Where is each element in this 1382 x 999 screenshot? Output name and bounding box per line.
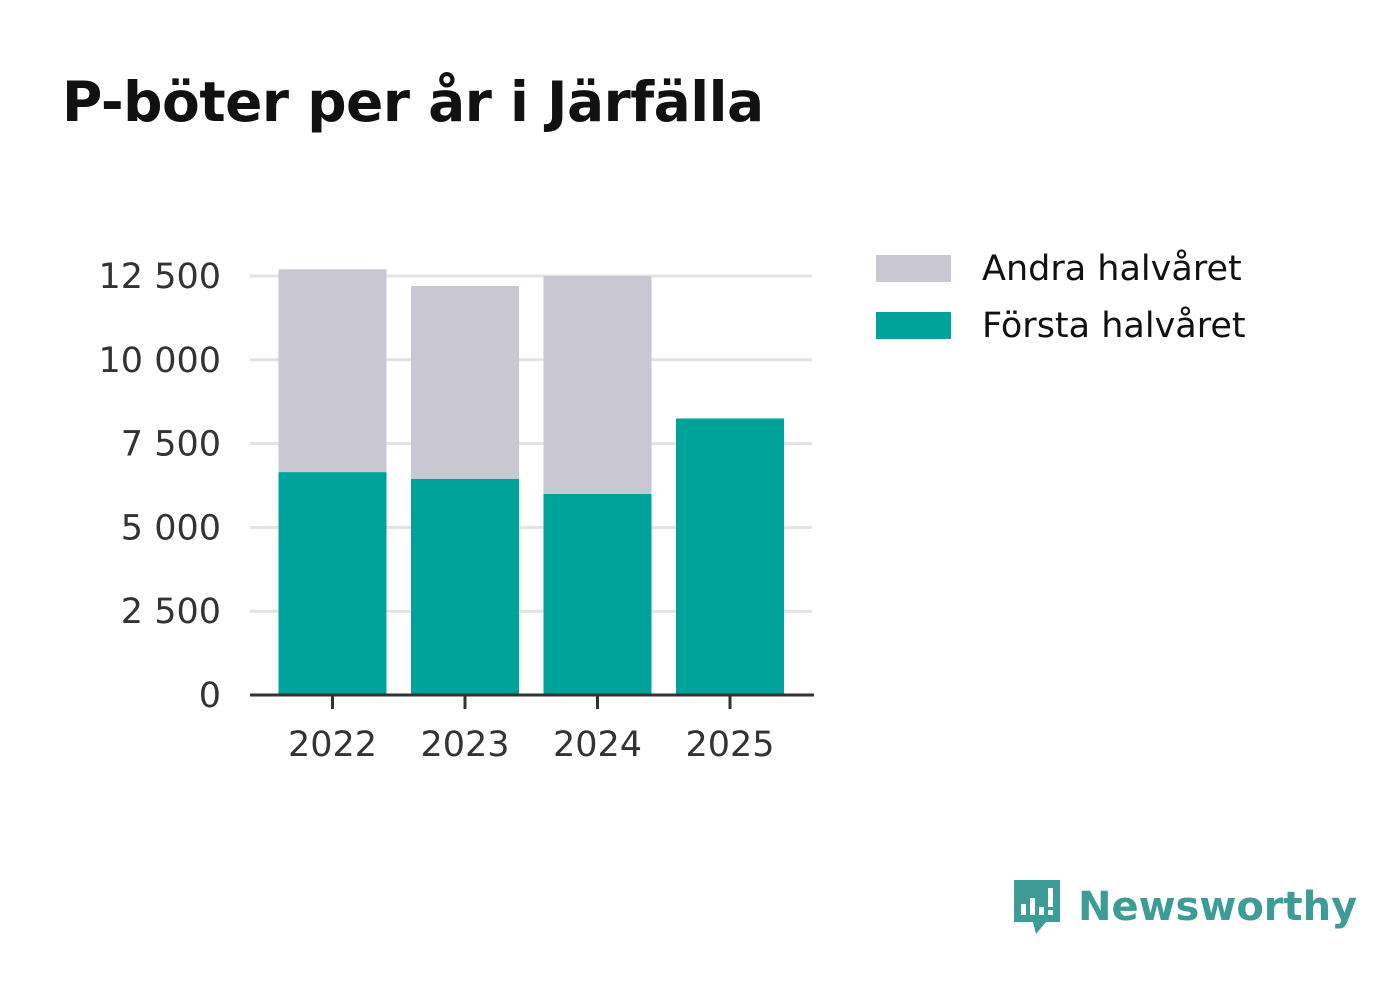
legend-label: Första halvåret (982, 305, 1246, 346)
bar-2023-second-half[interactable] (411, 286, 519, 479)
bars (278, 269, 784, 695)
y-axis-ticks: 0 2 500 5 000 7 500 10 000 12 500 (99, 257, 221, 716)
bar-2022-second-half[interactable] (278, 269, 387, 473)
brand-name: Newsworthy (1078, 884, 1358, 930)
brand-logo[interactable]: Newsworthy (1010, 876, 1357, 938)
x-axis: 2022 2023 2024 2025 (250, 693, 814, 765)
x-tick-label: 2025 (685, 725, 774, 765)
chart-title: P-böter per år i Järfälla (62, 70, 764, 134)
legend-item-second-half[interactable]: Andra halvåret (876, 240, 1246, 297)
x-tick-label: 2023 (420, 725, 509, 765)
x-tick-label: 2022 (288, 725, 377, 765)
y-tick-label: 0 (199, 676, 221, 716)
bar-2024-second-half[interactable] (543, 276, 652, 494)
newsworthy-logo-icon (1014, 880, 1060, 934)
y-tick-label: 10 000 (99, 341, 221, 381)
legend-label: Andra halvåret (982, 248, 1242, 289)
legend-swatch-first-half (876, 312, 951, 339)
y-tick-label: 7 500 (121, 425, 221, 465)
legend: Andra halvåret Första halvåret (876, 240, 1246, 354)
bar-2022-first-half[interactable] (278, 472, 387, 695)
bar-2023-first-half[interactable] (411, 478, 519, 695)
bar-2024-first-half[interactable] (543, 493, 652, 695)
x-tick-label: 2024 (553, 725, 642, 765)
y-tick-label: 12 500 (99, 257, 221, 297)
bar-2025-first-half[interactable] (676, 418, 784, 695)
y-tick-label: 2 500 (121, 592, 221, 632)
y-tick-label: 5 000 (121, 508, 221, 548)
legend-swatch-second-half (876, 255, 951, 282)
legend-item-first-half[interactable]: Första halvåret (876, 297, 1246, 354)
